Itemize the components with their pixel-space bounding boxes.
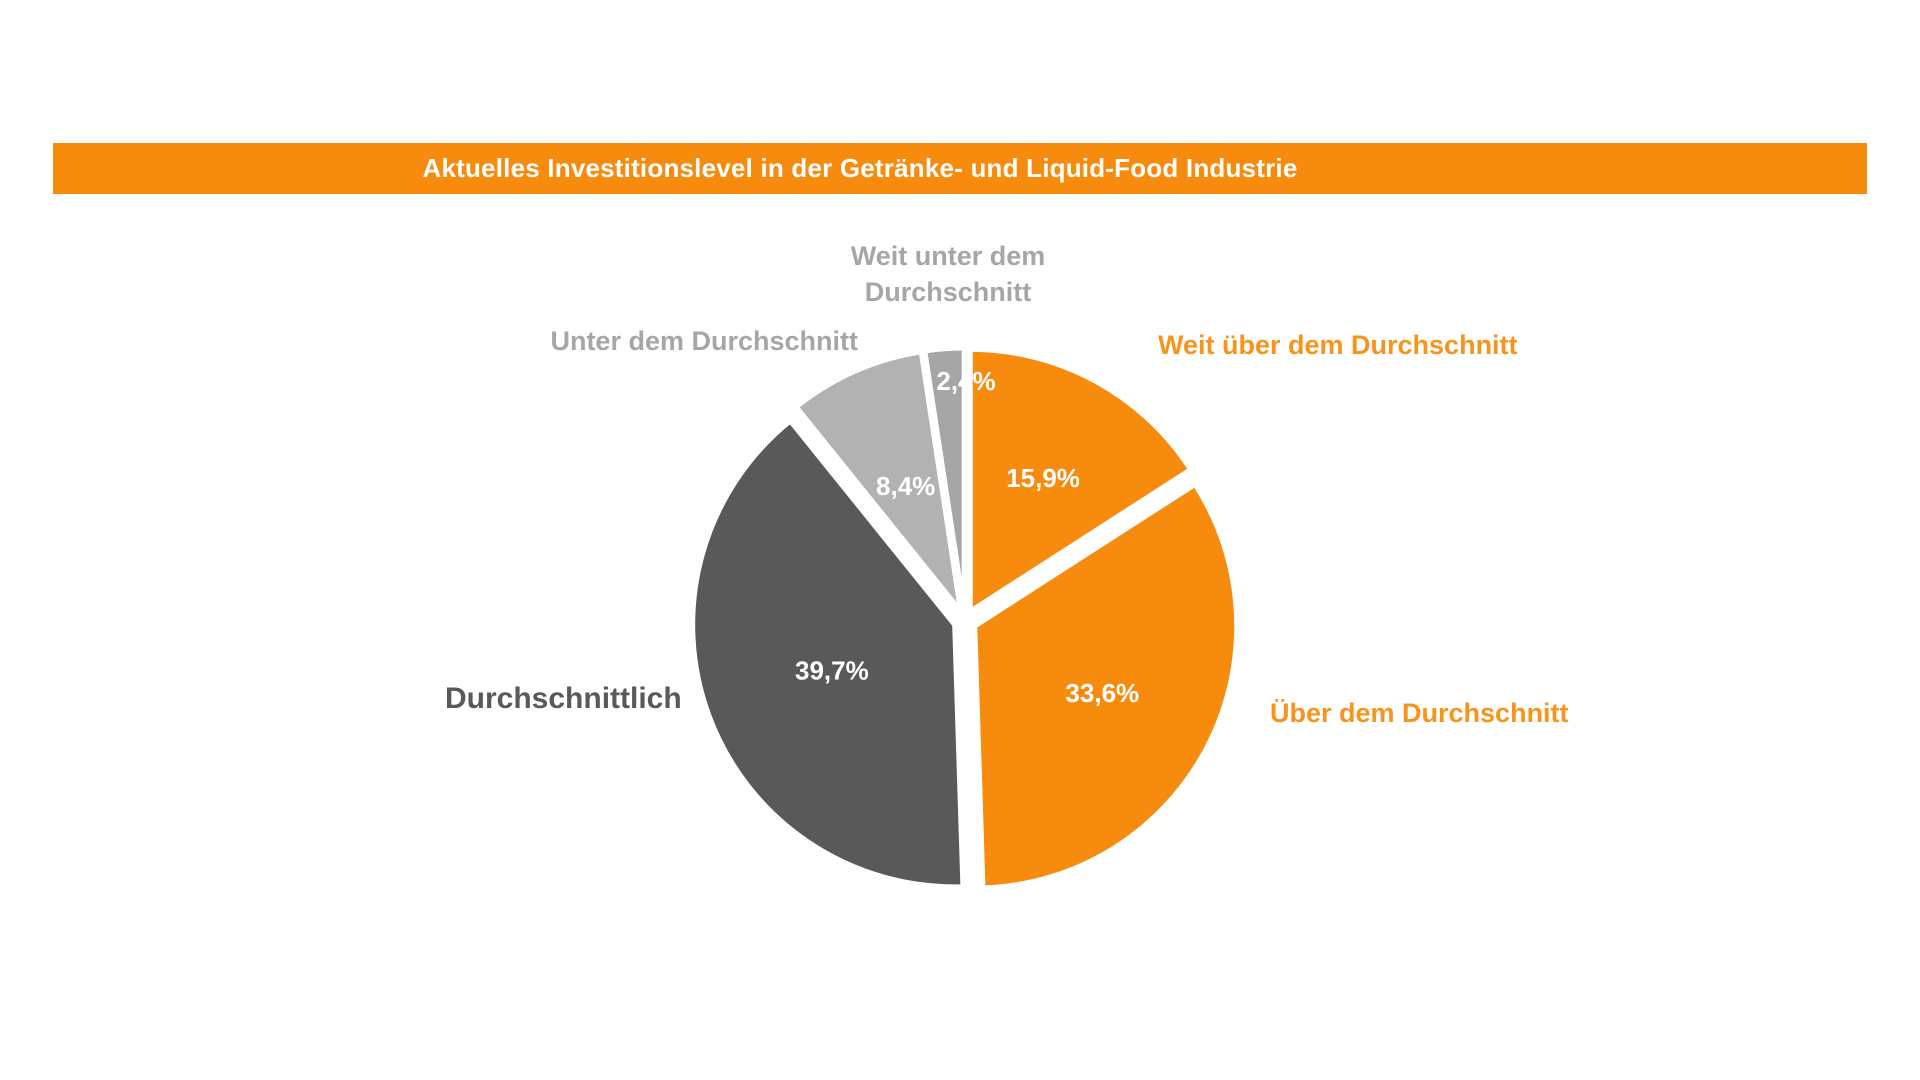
- category-label-weit-unter-dem-durchschnitt: Weit unter dem Durchschnitt: [850, 241, 1046, 307]
- pie-slice-4: [922, 345, 967, 613]
- chart-title: Aktuelles Investitionslevel in der Geträ…: [422, 153, 1298, 183]
- slice-value-label-4: 2,4%: [936, 366, 995, 396]
- slice-value-label-2: 39,7%: [795, 655, 869, 685]
- category-label-durchschnittlich: Durchschnittlich: [445, 682, 682, 715]
- category-label-unter-dem-durchschnitt: Unter dem Durchschnitt: [550, 326, 858, 356]
- slice-value-label-0: 15,9%: [1006, 463, 1080, 493]
- pie-slice-2: [690, 418, 966, 890]
- title-banner: Aktuelles Investitionslevel in der Geträ…: [53, 143, 1867, 194]
- pie-slice-3: [793, 349, 964, 614]
- pie-slice-0: [967, 346, 1194, 614]
- slice-value-label-3: 8,4%: [876, 471, 935, 501]
- category-label-ueber-dem-durchschnitt: Über dem Durchschnitt: [1270, 698, 1569, 728]
- category-label-weit-ueber-dem-durchschnitt: Weit über dem Durchschnitt: [1158, 330, 1518, 360]
- pie-slice-1: [972, 481, 1240, 891]
- slice-value-label-1: 33,6%: [1065, 678, 1139, 708]
